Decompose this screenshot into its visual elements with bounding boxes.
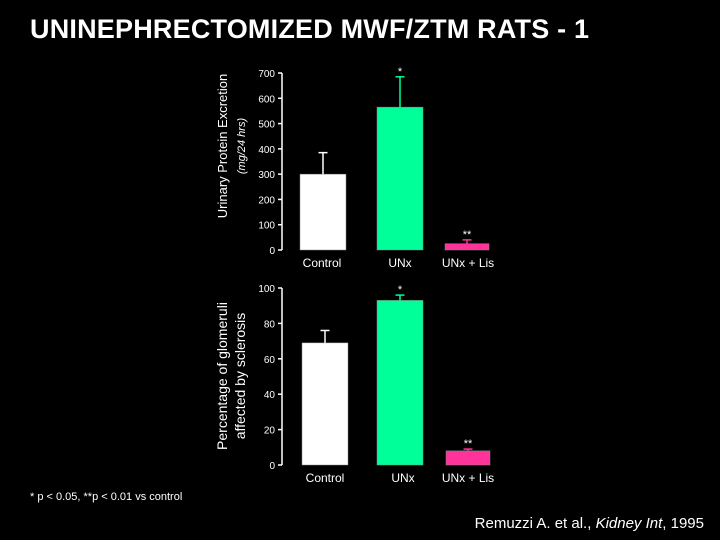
chart-bottom-ylabel: Percentage of glomeruli	[214, 302, 230, 450]
chart-bottom-y-tick-label: 40	[264, 390, 276, 401]
chart-top-bar-2	[444, 243, 490, 251]
chart-bottom-x-labels: Control UNx UNx + Lis	[306, 471, 495, 485]
chart-top-category-label-0: Control	[303, 256, 342, 270]
chart-bottom-category-label-1: UNx	[391, 471, 414, 485]
chart-bottom-ylabel-line2: affected by sclerosis	[232, 313, 248, 440]
chart-bottom-significance-1: *	[398, 284, 403, 296]
chart-top: Urinary Protein Excretion (mg/24 hrs) 0 1…	[215, 66, 494, 270]
chart-top-y-axis: 0 100 200 300 400 500 600 700	[258, 69, 283, 257]
chart-bottom-y-tick-label: 20	[264, 426, 276, 437]
citation-authors: Remuzzi A. et al.,	[474, 515, 596, 532]
chart-top-category-label-1: UNx	[388, 256, 411, 270]
chart-bottom-category-label-2: UNx + Lis	[442, 471, 494, 485]
chart-bottom-y-tick-label: 100	[258, 284, 275, 295]
chart-top-y-tick-label: 100	[258, 221, 275, 232]
chart-top-bar-0	[299, 173, 347, 251]
chart-top-significance-2: **	[463, 229, 472, 241]
chart-bottom-bar-0	[301, 342, 349, 466]
page-title: UNINEPHRECTOMIZED MWF/ZTM RATS - 1	[30, 14, 590, 44]
chart-top-ylabel: Urinary Protein Excretion	[215, 74, 230, 219]
chart-bottom-y-tick-label: 60	[264, 355, 276, 366]
chart-bottom-bars: ***	[301, 284, 491, 466]
chart-top-y-tick-label: 500	[258, 120, 275, 131]
chart-top-significance-1: *	[398, 66, 403, 78]
chart-bottom-y-tick-label: 80	[264, 319, 276, 330]
chart-top-y-tick-label: 0	[269, 246, 275, 257]
chart-top-y-tick-label: 400	[258, 145, 275, 156]
chart-bottom-y-axis: 0 20 40 60 80 100	[258, 284, 283, 472]
citation: Remuzzi A. et al., Kidney Int, 1995	[475, 515, 704, 532]
chart-top-y-tick-label: 600	[258, 94, 275, 105]
significance-footnote: * p < 0.05, **p < 0.01 vs control	[30, 491, 183, 503]
chart-top-ylabel-units: (mg/24 hrs)	[236, 118, 248, 175]
chart-top-bars: ***	[299, 66, 490, 251]
chart-bottom: Percentage of glomeruli affected by scle…	[214, 284, 494, 485]
chart-bottom-bar-2	[445, 450, 491, 466]
citation-year: , 1995	[662, 515, 704, 532]
chart-bottom-y-tick-label: 0	[269, 461, 275, 472]
chart-top-y-tick-label: 200	[258, 195, 275, 206]
citation-journal: Kidney Int	[595, 515, 663, 532]
chart-bottom-significance-2: **	[464, 438, 473, 450]
chart-bottom-category-label-0: Control	[306, 471, 345, 485]
chart-bottom-bar-1	[376, 300, 424, 466]
chart-top-category-label-2: UNx + Lis	[442, 256, 494, 270]
chart-top-x-labels: Control UNx UNx + Lis	[303, 256, 495, 270]
chart-top-bar-1	[376, 106, 424, 251]
chart-top-y-tick-label: 300	[258, 170, 275, 181]
chart-top-y-tick-label: 700	[258, 69, 275, 80]
